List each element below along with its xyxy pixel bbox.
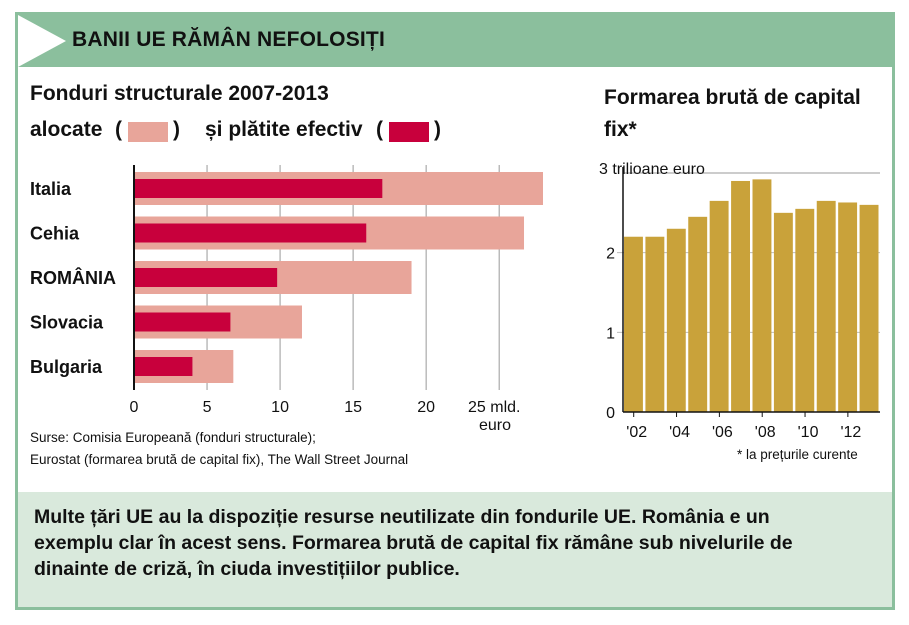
x-tick-label: 10 xyxy=(271,399,289,416)
left-x-unit-line1: 25 mld. xyxy=(468,399,520,416)
page-title: BANII UE RĂMÂN NEFOLOSIȚI xyxy=(72,28,385,51)
header-arrow-icon xyxy=(18,15,66,67)
bar-capital xyxy=(838,202,858,412)
bar-capital xyxy=(773,212,793,412)
left-chart-title: Fonduri structurale 2007-2013 xyxy=(30,82,329,105)
summary-text: Multe țări UE au la dispoziție resurse n… xyxy=(34,506,793,580)
x-tick-label: 15 xyxy=(344,399,362,416)
category-label: ROMÂNIA xyxy=(30,267,116,288)
legend-paid-label: și plătite efectiv xyxy=(205,118,363,141)
x-tick-label: 5 xyxy=(203,399,212,416)
bar-capital xyxy=(688,216,708,412)
bar-capital xyxy=(795,208,815,412)
source-line-1: Surse: Comisia Europeană (fonduri struct… xyxy=(30,430,316,445)
x-tick-label: '02 xyxy=(626,424,647,441)
bar-capital xyxy=(666,228,686,412)
legend-paren-open: ( xyxy=(376,118,383,141)
summary-box: Multe țări UE au la dispoziție resurse n… xyxy=(18,492,892,607)
right-bar-chart: 0 1 2 '02 '04 '06 '08 '10 '12 xyxy=(606,167,880,441)
x-tick-label: 20 xyxy=(417,399,435,416)
source-line-2: Eurostat (formarea brută de capital fix)… xyxy=(30,452,409,467)
legend-paren-close: ) xyxy=(173,118,180,141)
legend-paid-swatch xyxy=(389,122,429,142)
category-label: Slovacia xyxy=(30,313,104,333)
bar-capital xyxy=(816,200,836,412)
bar-paid xyxy=(134,268,278,287)
x-tick-label: '12 xyxy=(840,424,861,441)
bar-paid xyxy=(134,223,367,243)
bar-capital xyxy=(731,180,750,412)
footnote: * la prețurile curente xyxy=(737,447,858,462)
bar-paid xyxy=(134,179,383,198)
x-tick-label: '10 xyxy=(798,424,819,441)
source-note: Surse: Comisia Europeană (fonduri struct… xyxy=(30,427,408,471)
bar-capital xyxy=(709,200,729,412)
y-tick-label: 2 xyxy=(606,246,615,263)
bar-capital xyxy=(752,179,772,412)
legend-paren-close: ) xyxy=(434,118,441,141)
bar-paid xyxy=(134,357,193,376)
right-y-unit-label: 3 trilioane euro xyxy=(599,161,705,178)
category-label: Italia xyxy=(30,179,72,199)
x-tick-label: 0 xyxy=(130,399,139,416)
bar-capital xyxy=(645,236,665,412)
bar-capital xyxy=(624,236,643,412)
bar-capital xyxy=(859,204,879,412)
legend-paren-open: ( xyxy=(115,118,122,141)
left-bar-chart: Italia Cehia ROMÂNIA Slovacia Bulgaria 0 5 10 15… xyxy=(30,165,543,416)
header-band: BANII UE RĂMÂN NEFOLOSIȚI xyxy=(18,15,892,67)
y-tick-label: 0 xyxy=(606,405,615,422)
right-chart-title: Formarea brută de capital fix* xyxy=(604,86,861,141)
legend-allocated-swatch xyxy=(128,122,168,142)
category-label: Bulgaria xyxy=(30,357,103,377)
left-x-unit-line2: euro xyxy=(479,417,511,434)
y-tick-label: 1 xyxy=(606,325,615,342)
x-tick-label: '06 xyxy=(712,424,733,441)
category-label: Cehia xyxy=(30,224,80,244)
bar-paid xyxy=(134,312,231,332)
x-tick-label: '04 xyxy=(669,424,690,441)
x-tick-label: '08 xyxy=(755,424,776,441)
legend-allocated-label: alocate xyxy=(30,118,103,141)
